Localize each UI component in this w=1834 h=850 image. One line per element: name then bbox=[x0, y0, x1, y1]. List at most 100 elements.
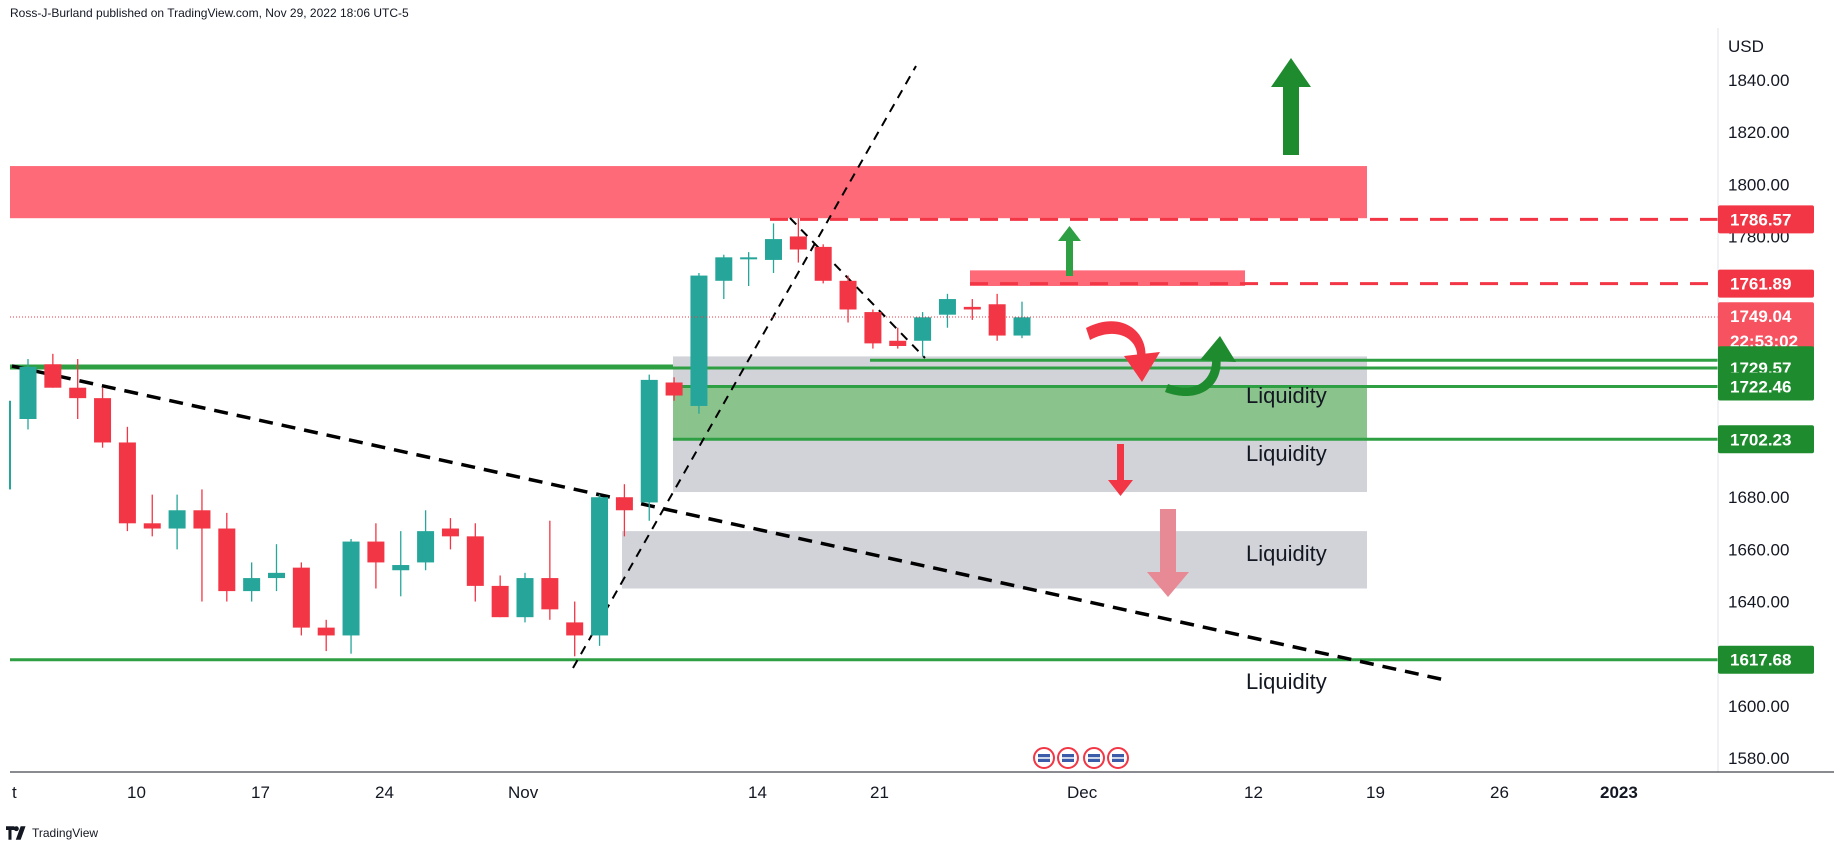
us-flag-icon bbox=[1057, 747, 1079, 769]
candle-body bbox=[491, 585, 509, 618]
candle-body bbox=[591, 497, 609, 636]
candle bbox=[417, 510, 435, 571]
candle-body bbox=[367, 541, 385, 563]
candle bbox=[367, 523, 385, 589]
candle-body bbox=[690, 275, 708, 406]
candle-body bbox=[814, 246, 832, 281]
uptrend-line bbox=[572, 65, 917, 669]
candle-body bbox=[889, 340, 907, 346]
liquidity-zone bbox=[622, 531, 1367, 589]
price-tag-label: 1617.68 bbox=[1730, 651, 1791, 670]
currency-label: USD bbox=[1728, 37, 1764, 56]
us-flag-icon bbox=[1083, 747, 1105, 769]
candle bbox=[789, 218, 807, 263]
price-tick-label: 1680.00 bbox=[1728, 488, 1789, 507]
candle-body bbox=[69, 387, 87, 399]
candle bbox=[44, 353, 62, 388]
candle bbox=[963, 299, 981, 320]
down-arrow-red bbox=[1108, 444, 1133, 496]
price-tag: 1702.23 bbox=[1718, 425, 1814, 454]
candle-body bbox=[193, 510, 211, 529]
resistance-zone bbox=[10, 166, 1367, 219]
price-tick-label: 1640.00 bbox=[1728, 593, 1789, 612]
footer-brand[interactable]: TradingView bbox=[32, 826, 99, 840]
economic-events[interactable] bbox=[1033, 747, 1129, 769]
candle bbox=[889, 327, 907, 349]
candle bbox=[615, 484, 633, 537]
trendlines bbox=[11, 65, 1446, 682]
price-tick-label: 1600.00 bbox=[1728, 697, 1789, 716]
candle bbox=[118, 426, 136, 532]
candle-body bbox=[914, 317, 932, 341]
price-tag-bg bbox=[1718, 645, 1814, 674]
candle bbox=[466, 523, 484, 602]
candle-body bbox=[44, 364, 62, 388]
candle bbox=[317, 619, 335, 652]
candle-body bbox=[615, 497, 633, 511]
time-axis[interactable]: t 10 17 24 Nov 14 21 Dec 12 19 26 2023 bbox=[12, 783, 1638, 802]
candle bbox=[864, 309, 882, 349]
time-tick-label: Dec bbox=[1067, 783, 1098, 802]
candle bbox=[168, 494, 186, 550]
candle bbox=[765, 223, 782, 273]
candle bbox=[640, 374, 658, 521]
footer: TradingView bbox=[6, 826, 98, 840]
candle bbox=[342, 538, 360, 654]
candle bbox=[938, 293, 956, 328]
candle bbox=[491, 575, 509, 618]
candle-body bbox=[541, 578, 559, 610]
tradingview-logo-icon bbox=[6, 826, 26, 840]
candle-body bbox=[168, 510, 186, 529]
candle-body bbox=[516, 578, 534, 618]
downtrend-line bbox=[11, 364, 1446, 682]
time-tick-label: Nov bbox=[508, 783, 539, 802]
candles-layer bbox=[9, 218, 1031, 657]
arrows-layer bbox=[1058, 58, 1311, 597]
candle-body bbox=[218, 528, 236, 592]
candle-body bbox=[243, 578, 261, 592]
candle-body bbox=[292, 567, 310, 628]
time-tick-label: 2023 bbox=[1600, 783, 1638, 802]
candle-body bbox=[765, 239, 782, 260]
liquidity-label-2: Liquidity bbox=[1246, 441, 1327, 466]
candle bbox=[814, 244, 832, 284]
candle bbox=[516, 572, 534, 623]
candle-body bbox=[118, 442, 136, 524]
time-tick-label: 24 bbox=[375, 783, 394, 802]
candle bbox=[1013, 301, 1031, 339]
candle-body bbox=[988, 304, 1006, 336]
candle bbox=[715, 254, 733, 300]
price-tag: 1761.89 bbox=[1718, 269, 1814, 298]
candle bbox=[914, 312, 932, 357]
candle bbox=[193, 489, 211, 602]
candle-body bbox=[342, 541, 360, 636]
candle bbox=[292, 562, 310, 636]
price-tag: 1617.68 bbox=[1718, 645, 1814, 674]
candle-body bbox=[963, 306, 981, 310]
price-tag-bg bbox=[1718, 205, 1814, 234]
candle bbox=[218, 512, 236, 602]
candle-body bbox=[466, 536, 484, 586]
candle-body bbox=[1013, 317, 1031, 336]
candle-body bbox=[441, 528, 459, 537]
candle-body bbox=[665, 382, 683, 396]
price-tag-label: 1786.57 bbox=[1730, 210, 1791, 229]
candle-body bbox=[317, 627, 335, 636]
us-flag-icon bbox=[1107, 747, 1129, 769]
liquidity-label-1: Liquidity bbox=[1246, 383, 1327, 408]
candle-body bbox=[864, 312, 882, 344]
price-tags: 1786.571761.891749.0422:53:021732.551729… bbox=[1718, 205, 1814, 674]
candle-body bbox=[19, 366, 37, 419]
us-flag-icon bbox=[1033, 747, 1055, 769]
price-tag-label: 1761.89 bbox=[1730, 275, 1791, 294]
price-tick-label: 1840.00 bbox=[1728, 71, 1789, 90]
pullback-line bbox=[789, 217, 926, 359]
candle bbox=[94, 387, 112, 448]
resistance-zone bbox=[970, 270, 1245, 287]
price-tick-label: 1820.00 bbox=[1728, 123, 1789, 142]
liquidity-label-4: Liquidity bbox=[1246, 669, 1327, 694]
candle bbox=[268, 544, 285, 592]
candle bbox=[19, 359, 37, 430]
price-tag-label: 1749.04 bbox=[1730, 307, 1792, 326]
